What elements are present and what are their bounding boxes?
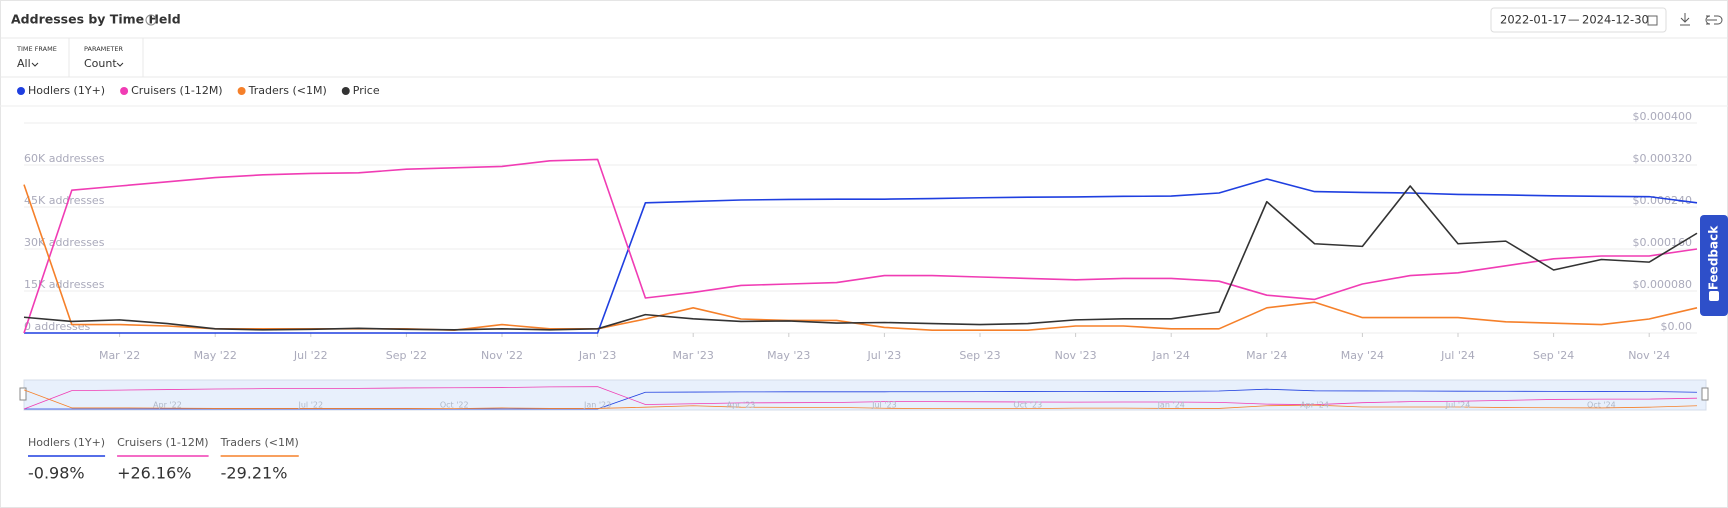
y2-tick-label: $0.00 (1661, 320, 1693, 333)
y-tick-label: 0 addresses (24, 320, 90, 333)
y2-tick-label: $0.000400 (1633, 110, 1693, 123)
navigator-handle[interactable] (1701, 387, 1709, 401)
x-tick-label: May '23 (767, 349, 810, 362)
y-tick-label: 60K addresses (24, 152, 105, 165)
navigator-tick-label: Apr '24 (1300, 401, 1329, 410)
summary-name: Cruisers (1-12M) (117, 436, 209, 449)
navigator-tick-label: Apr '23 (727, 401, 756, 410)
date-sep: — (1568, 13, 1580, 27)
y-tick-label: 45K addresses (24, 194, 105, 207)
control-value[interactable]: All (17, 57, 31, 70)
navigator-tick-label: Jul '24 (1445, 401, 1471, 410)
feedback-tab[interactable]: Feedback (1700, 215, 1728, 316)
summary-change: +26.16% (117, 464, 191, 483)
legend-dot (237, 87, 246, 95)
y2-tick-label: $0.000080 (1633, 278, 1693, 291)
navigator-tick-label: Jul '23 (871, 401, 897, 410)
calendar-icon (1647, 15, 1658, 26)
date-from: 2022-01-17 (1500, 13, 1567, 27)
navigator-tick-label: Jan '24 (1157, 401, 1185, 410)
series-line (23, 158, 1698, 334)
x-tick-label: Sep '23 (959, 349, 1000, 362)
x-tick-label: May '22 (194, 349, 237, 362)
navigator-tick-label: Jan '23 (583, 401, 611, 410)
navigator-line (23, 389, 1698, 410)
summary-name: Hodlers (1Y+) (28, 436, 105, 449)
y-tick-label: 15K addresses (24, 278, 105, 291)
x-tick-label: May '24 (1341, 349, 1384, 362)
legend-label[interactable]: Cruisers (1-12M) (131, 84, 223, 97)
navigator-tick-label: Oct '23 (1013, 401, 1042, 410)
x-tick-label: Jul '24 (1440, 349, 1475, 362)
summary-change: -0.98% (28, 464, 85, 483)
navigator-handle[interactable] (19, 387, 27, 401)
x-tick-label: Nov '22 (481, 349, 523, 362)
y2-tick-label: $0.000320 (1633, 152, 1693, 165)
y-tick-label: 30K addresses (24, 236, 105, 249)
legend-label[interactable]: Traders (<1M) (248, 84, 327, 97)
summary-change: -29.21% (221, 464, 288, 483)
x-tick-label: Nov '24 (1628, 349, 1670, 362)
legend-dot (17, 87, 25, 95)
summary-name: Traders (<1M) (220, 436, 299, 449)
chevron (31, 62, 39, 67)
navigator-tick-label: Jul '22 (298, 401, 324, 410)
navigator-line (24, 388, 1698, 410)
legend-dot (341, 87, 350, 95)
feedback-icon (1709, 291, 1719, 301)
title: Addresses by Time Held (11, 12, 181, 27)
x-tick-label: Sep '24 (1533, 349, 1574, 362)
x-tick-label: Jul '22 (293, 349, 328, 362)
navigator-tick-label: Oct '22 (440, 401, 469, 410)
navigator-line (23, 386, 1698, 410)
feedback-bg[interactable] (1700, 215, 1728, 316)
legend-label[interactable]: Hodlers (1Y+) (28, 84, 105, 97)
date-to: 2024-12-30 (1582, 13, 1649, 27)
feedback-label[interactable]: Feedback (1707, 225, 1721, 290)
help-icon[interactable] (145, 14, 157, 26)
control-label: PARAMETER (84, 45, 123, 53)
link-icon[interactable] (1705, 15, 1723, 25)
control-value[interactable]: Count (84, 57, 117, 70)
legend-label[interactable]: Price (353, 84, 380, 97)
x-tick-label: Nov '23 (1055, 349, 1097, 362)
x-tick-label: Mar '24 (1246, 349, 1287, 362)
x-tick-label: Sep '22 (386, 349, 427, 362)
date-range[interactable] (1490, 7, 1667, 33)
series-line (23, 185, 1698, 331)
x-tick-label: Jul '23 (867, 349, 902, 362)
x-tick-label: Mar '23 (673, 349, 714, 362)
control-label: TIME FRAME (16, 45, 57, 53)
series-line (24, 178, 1698, 334)
chevron (116, 62, 124, 67)
x-tick-label: Mar '22 (99, 349, 140, 362)
x-tick-label: Jan '23 (578, 349, 616, 362)
x-tick-label: Jan '24 (1151, 349, 1189, 362)
download-icon[interactable] (1680, 13, 1690, 26)
navigator-tick-label: Apr '22 (153, 401, 182, 410)
navigator-tick-label: Oct '24 (1587, 401, 1616, 410)
legend-dot (120, 87, 129, 95)
